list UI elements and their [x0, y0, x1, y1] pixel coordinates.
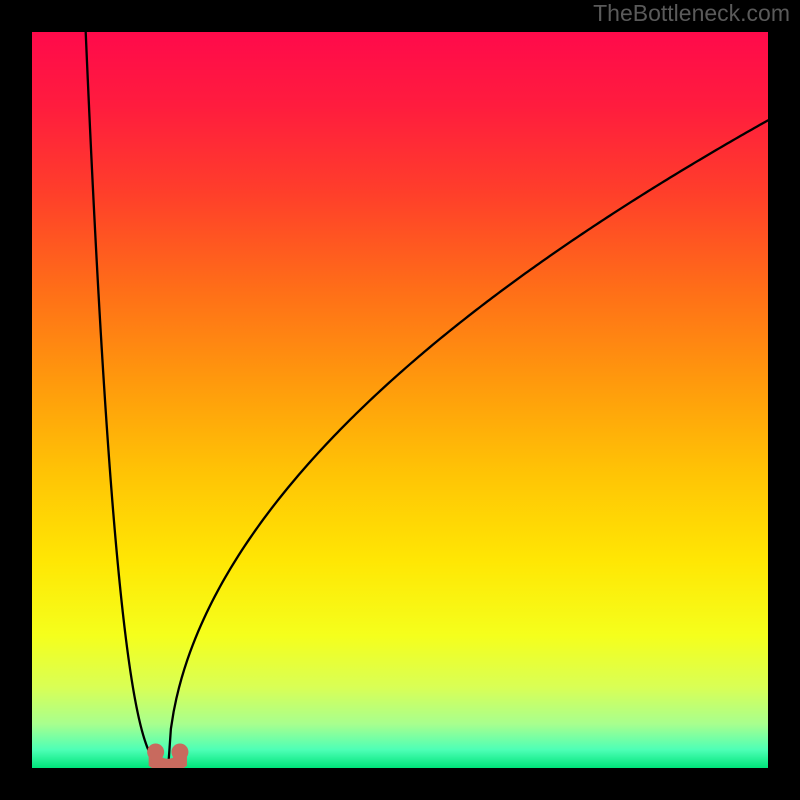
watermark-text: TheBottleneck.com — [593, 0, 790, 27]
bottleneck-chart — [32, 32, 768, 768]
lowpoint-marker-1 — [171, 744, 188, 761]
lowpoint-marker-0 — [147, 744, 164, 761]
gradient-background — [32, 32, 768, 768]
chart-stage: TheBottleneck.com — [0, 0, 800, 800]
